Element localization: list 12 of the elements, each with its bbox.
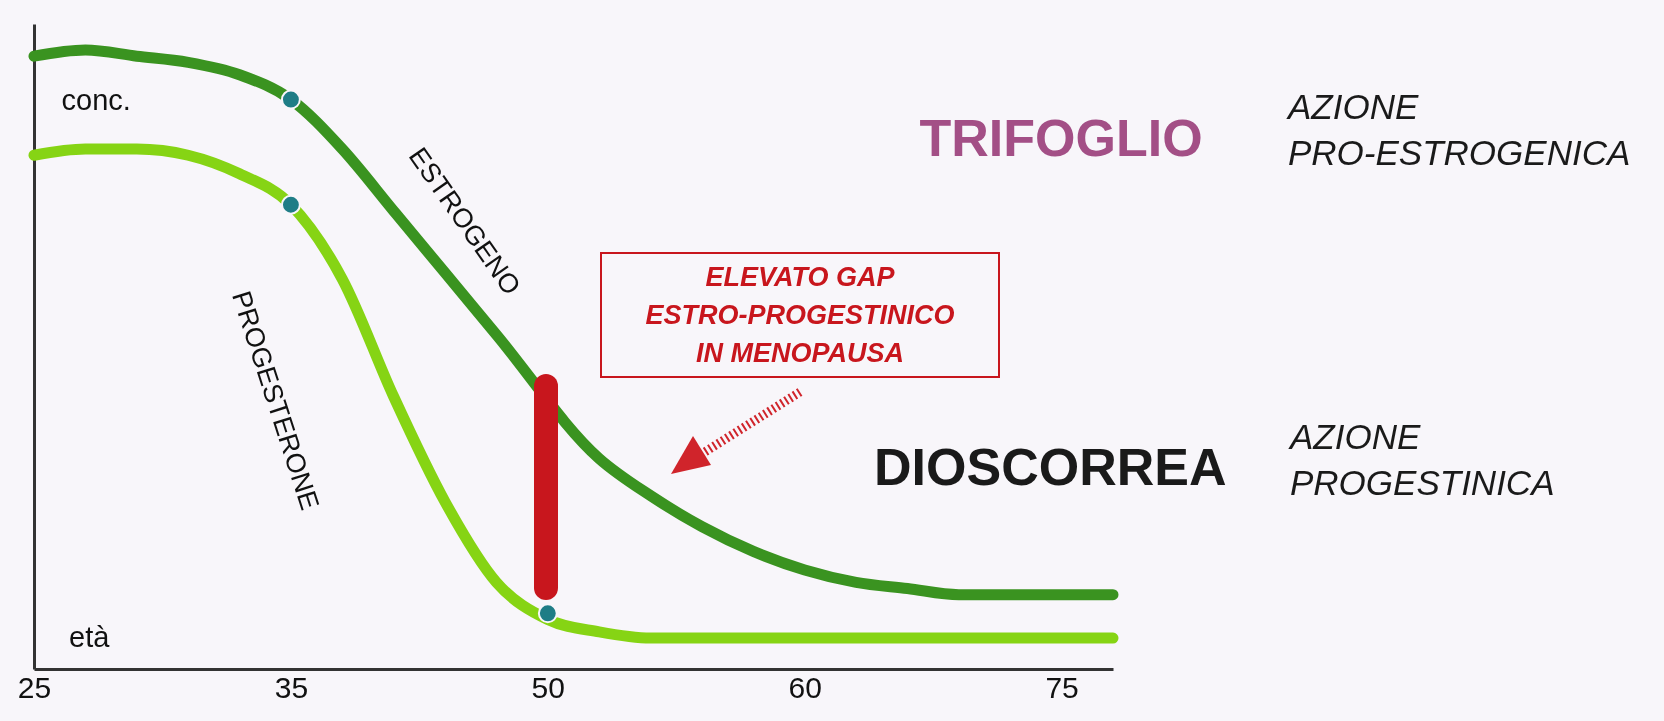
x-tick-label: 60 xyxy=(788,670,822,704)
annotation: DIOSCORREA xyxy=(874,437,1227,497)
x-axis-title: età xyxy=(69,620,110,654)
annotation: ELEVATO GAP ESTRO-PROGESTINICO IN MENOPAUSA xyxy=(600,252,1000,378)
x-tick-label: 75 xyxy=(1045,670,1079,704)
y-axis-title: conc. xyxy=(61,83,131,117)
text: AZIONE PRO-ESTROGENICA xyxy=(1288,86,1631,174)
x-tick-label: 35 xyxy=(274,670,309,704)
x-tick-label: 50 xyxy=(531,670,565,704)
text: AZIONE PROGESTINICA xyxy=(1290,416,1555,504)
annotation: TRIFOGLIO xyxy=(919,108,1203,168)
x-tick-label: 25 xyxy=(17,670,52,704)
